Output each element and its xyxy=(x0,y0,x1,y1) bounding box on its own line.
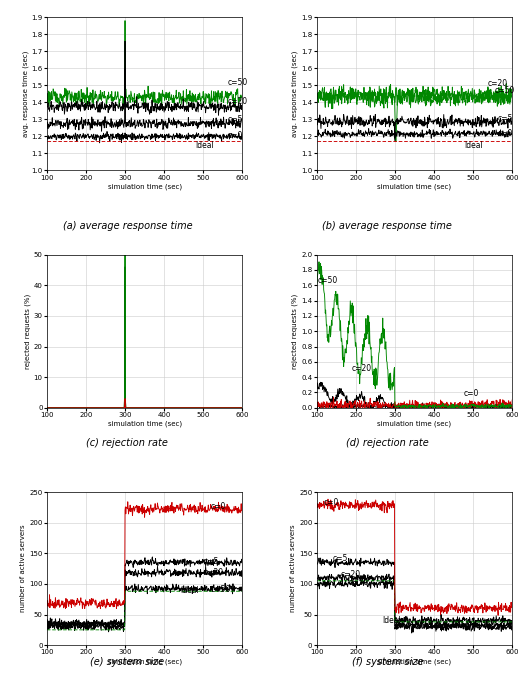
Y-axis label: avg. response time (sec): avg. response time (sec) xyxy=(292,50,298,137)
Text: (a) average response time: (a) average response time xyxy=(62,221,192,230)
Text: c=0: c=0 xyxy=(497,129,513,139)
Text: c=0: c=0 xyxy=(323,498,339,507)
Text: c=5: c=5 xyxy=(497,114,513,123)
X-axis label: simulation time (sec): simulation time (sec) xyxy=(378,421,451,427)
Text: Ideal: Ideal xyxy=(464,141,483,150)
Y-axis label: rejected requests (%): rejected requests (%) xyxy=(24,293,31,369)
Text: c=20: c=20 xyxy=(203,569,224,578)
Text: c=5: c=5 xyxy=(227,115,243,124)
Y-axis label: avg. response time (sec): avg. response time (sec) xyxy=(22,50,29,137)
Text: c=0: c=0 xyxy=(227,131,243,140)
X-axis label: simulation time (sec): simulation time (sec) xyxy=(108,658,181,664)
Text: (b) average response time: (b) average response time xyxy=(322,221,452,230)
Text: c=0: c=0 xyxy=(211,502,226,511)
X-axis label: simulation time (sec): simulation time (sec) xyxy=(378,658,451,664)
Text: Ideal: Ideal xyxy=(196,141,214,150)
Text: c=50: c=50 xyxy=(495,86,515,95)
X-axis label: simulation time (sec): simulation time (sec) xyxy=(108,421,181,427)
Text: c=20: c=20 xyxy=(488,79,508,88)
Y-axis label: rejected requests (%): rejected requests (%) xyxy=(292,293,298,369)
Y-axis label: number of active servers: number of active servers xyxy=(290,525,296,613)
Text: c=0: c=0 xyxy=(463,388,479,397)
Text: (f) system size: (f) system size xyxy=(352,657,423,667)
Text: c=50: c=50 xyxy=(227,79,248,88)
Text: c=50: c=50 xyxy=(318,276,338,285)
Text: c=5: c=5 xyxy=(332,553,348,562)
Y-axis label: number of active servers: number of active servers xyxy=(20,525,27,613)
Text: c=20: c=20 xyxy=(341,569,361,578)
Text: (c) rejection rate: (c) rejection rate xyxy=(86,438,168,448)
Text: c=50: c=50 xyxy=(211,585,231,594)
Text: Ideal: Ideal xyxy=(382,616,401,625)
Text: (d) rejection rate: (d) rejection rate xyxy=(346,438,429,448)
Text: Ideal: Ideal xyxy=(180,586,199,595)
Text: c=20: c=20 xyxy=(352,364,372,373)
Text: c=5: c=5 xyxy=(203,558,218,566)
Text: c=50: c=50 xyxy=(349,578,369,586)
Text: c=20: c=20 xyxy=(227,97,248,106)
Text: (e) system size: (e) system size xyxy=(90,657,164,667)
X-axis label: simulation time (sec): simulation time (sec) xyxy=(108,184,181,190)
X-axis label: simulation time (sec): simulation time (sec) xyxy=(378,184,451,190)
